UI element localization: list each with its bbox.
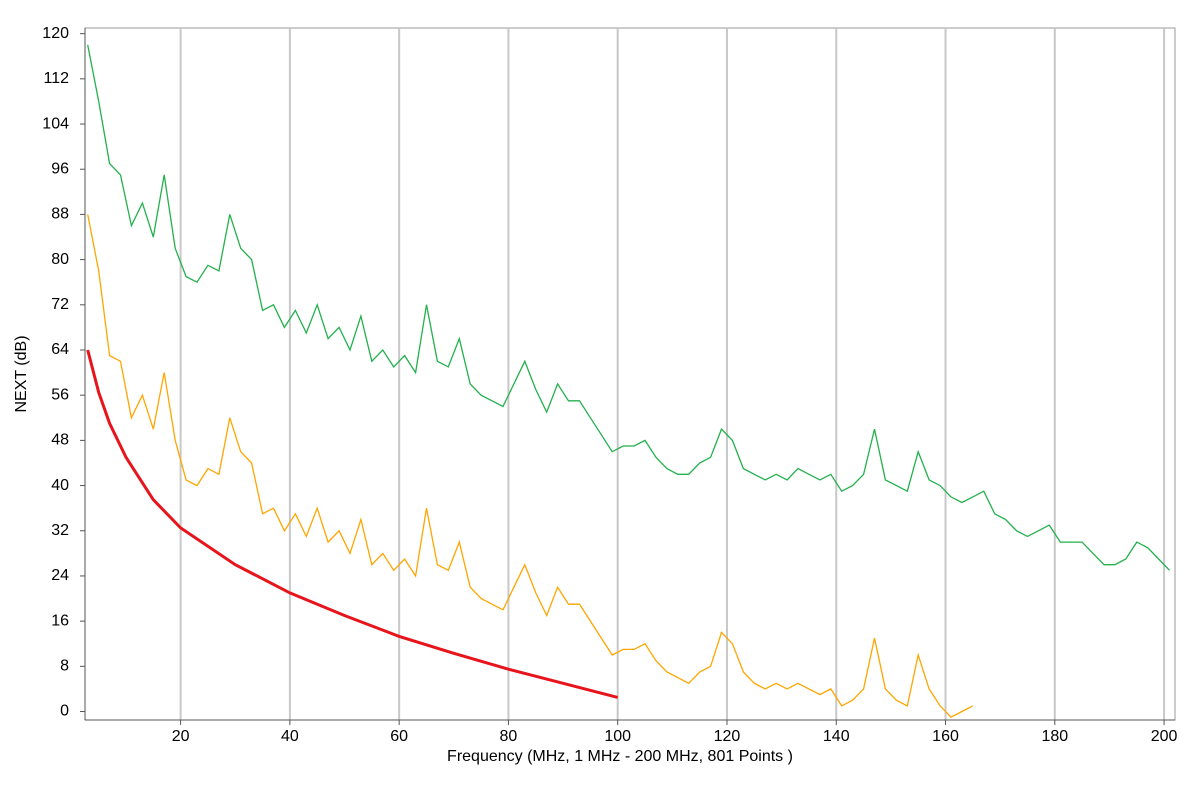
series-line [86, 349, 619, 699]
y-tick-label: 80 [51, 251, 69, 268]
y-tick-label: 88 [51, 206, 69, 223]
y-tick-label: 0 [60, 703, 69, 720]
x-tick-label: 60 [390, 728, 408, 745]
y-tick-label: 16 [51, 612, 69, 629]
y-tick-label: 72 [51, 296, 69, 313]
x-tick-label: 20 [172, 728, 190, 745]
plot-area [84, 27, 1176, 721]
x-axis-label: Frequency (MHz, 1 MHz - 200 MHz, 801 Poi… [447, 748, 793, 765]
x-tick-label: 140 [823, 728, 850, 745]
x-tick-label: 40 [281, 728, 299, 745]
y-tick-label: 24 [51, 567, 69, 584]
y-tick-label: 32 [51, 522, 69, 539]
y-tick-label: 48 [51, 432, 69, 449]
y-tick-label: 8 [60, 658, 69, 675]
y-axis-label: NEXT (dB) [13, 335, 30, 412]
x-tick-label: 160 [932, 728, 959, 745]
y-tick-label: 112 [43, 70, 69, 87]
x-tick-label: 200 [1151, 728, 1178, 745]
y-tick-label: 96 [51, 160, 69, 177]
x-tick-label: 100 [604, 728, 631, 745]
y-tick-label: 104 [42, 115, 69, 132]
y-tick-label: 56 [51, 386, 69, 403]
x-tick-label: 80 [500, 728, 518, 745]
y-tick-label: 40 [51, 477, 69, 494]
series-line [87, 214, 974, 719]
y-tick-label: 120 [42, 25, 69, 42]
x-tick-label: 180 [1041, 728, 1068, 745]
x-tick-label: 120 [714, 728, 741, 745]
y-tick-label: 64 [51, 341, 69, 358]
series-line [87, 44, 1170, 571]
